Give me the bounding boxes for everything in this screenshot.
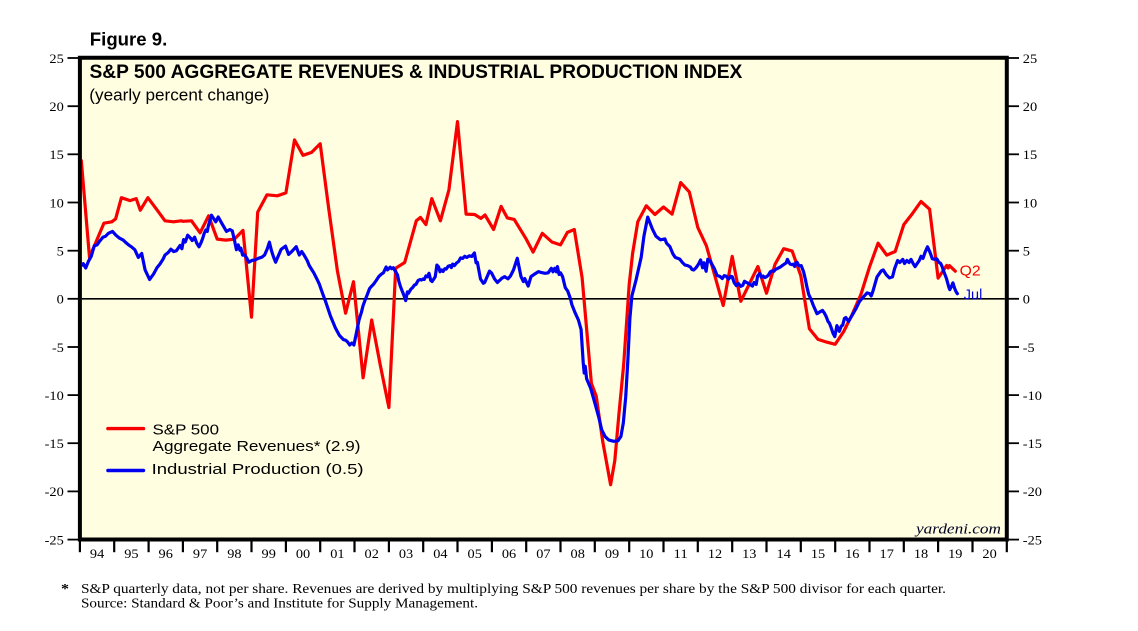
svg-text:13: 13 xyxy=(742,546,756,561)
svg-text:97: 97 xyxy=(193,546,208,561)
svg-text:16: 16 xyxy=(845,546,860,561)
svg-text:15: 15 xyxy=(49,147,63,162)
svg-text:Source: Standard & Poor’s and: Source: Standard & Poor’s and Institute … xyxy=(81,596,478,611)
svg-text:*: * xyxy=(61,581,69,596)
svg-text:-10: -10 xyxy=(45,388,64,403)
svg-text:S&P quarterly data, not per sh: S&P quarterly data, not per share. Reven… xyxy=(81,581,946,596)
svg-text:15: 15 xyxy=(1023,147,1037,162)
svg-text:99: 99 xyxy=(262,546,276,561)
svg-text:10: 10 xyxy=(1023,195,1037,210)
svg-text:S&P 500: S&P 500 xyxy=(153,422,220,438)
svg-text:06: 06 xyxy=(502,546,517,561)
svg-text:02: 02 xyxy=(365,546,379,561)
svg-text:25: 25 xyxy=(1023,51,1037,66)
svg-text:0: 0 xyxy=(57,292,64,307)
svg-text:04: 04 xyxy=(433,546,448,561)
svg-text:03: 03 xyxy=(399,546,413,561)
svg-text:-20: -20 xyxy=(1023,484,1042,499)
svg-text:96: 96 xyxy=(159,546,174,561)
svg-text:yardeni.com: yardeni.com xyxy=(914,521,1001,537)
svg-text:14: 14 xyxy=(777,546,792,561)
svg-text:07: 07 xyxy=(536,546,551,561)
svg-text:Industrial Production (0.5): Industrial Production (0.5) xyxy=(152,462,364,478)
svg-text:-15: -15 xyxy=(1023,436,1042,451)
svg-text:Aggregate Revenues* (2.9): Aggregate Revenues* (2.9) xyxy=(153,439,361,455)
svg-text:17: 17 xyxy=(880,546,895,561)
svg-text:95: 95 xyxy=(124,546,138,561)
svg-text:-25: -25 xyxy=(1023,532,1042,547)
svg-text:S&P 500 AGGREGATE REVENUES & I: S&P 500 AGGREGATE REVENUES & INDUSTRIAL … xyxy=(90,62,743,83)
svg-text:19: 19 xyxy=(948,546,962,561)
svg-text:10: 10 xyxy=(49,195,63,210)
svg-text:-20: -20 xyxy=(45,484,64,499)
svg-text:10: 10 xyxy=(639,546,653,561)
svg-text:Jul: Jul xyxy=(964,287,983,303)
svg-text:Figure 9.: Figure 9. xyxy=(90,29,168,50)
svg-text:5: 5 xyxy=(57,244,64,259)
svg-text:05: 05 xyxy=(468,546,482,561)
svg-text:00: 00 xyxy=(296,546,310,561)
svg-text:94: 94 xyxy=(90,546,105,561)
svg-text:08: 08 xyxy=(571,546,585,561)
svg-text:-25: -25 xyxy=(45,532,64,547)
svg-text:18: 18 xyxy=(914,546,928,561)
svg-text:-10: -10 xyxy=(1023,388,1042,403)
svg-text:11: 11 xyxy=(674,546,688,561)
svg-text:5: 5 xyxy=(1023,244,1030,259)
svg-text:20: 20 xyxy=(982,546,996,561)
svg-text:-5: -5 xyxy=(52,340,64,355)
svg-text:-15: -15 xyxy=(45,436,64,451)
svg-text:0: 0 xyxy=(1023,292,1030,307)
svg-text:-5: -5 xyxy=(1023,340,1035,355)
svg-text:98: 98 xyxy=(227,546,241,561)
svg-text:09: 09 xyxy=(605,546,619,561)
svg-text:20: 20 xyxy=(1023,99,1037,114)
svg-text:Q2: Q2 xyxy=(960,264,981,280)
svg-text:20: 20 xyxy=(49,99,63,114)
svg-text:(yearly percent change): (yearly percent change) xyxy=(89,86,269,105)
svg-text:25: 25 xyxy=(49,51,63,66)
svg-text:15: 15 xyxy=(811,546,825,561)
svg-text:12: 12 xyxy=(708,546,722,561)
svg-text:01: 01 xyxy=(330,546,344,561)
